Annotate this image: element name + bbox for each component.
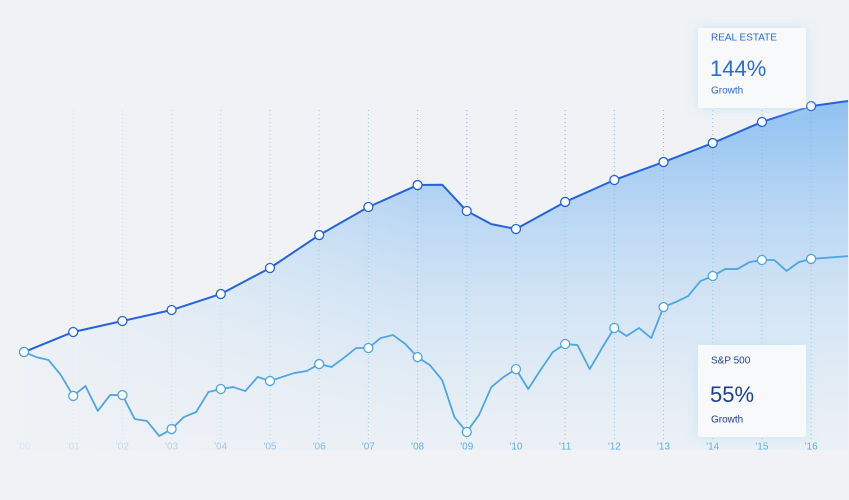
point: [68, 326, 79, 338]
point: [412, 179, 423, 191]
point: [805, 100, 817, 112]
point: [215, 383, 226, 395]
point: [559, 338, 571, 350]
point: [166, 423, 177, 435]
point: [707, 137, 718, 149]
callout-label: S&P 500: [711, 356, 751, 367]
point: [510, 223, 522, 235]
callout-caption: Growth: [711, 415, 743, 426]
point: [707, 270, 718, 282]
point: [756, 116, 768, 128]
point: [658, 301, 669, 313]
point: [215, 288, 226, 300]
point: [461, 426, 472, 438]
point: [117, 315, 128, 327]
point: [756, 254, 768, 266]
point: [363, 201, 374, 213]
point: [609, 174, 620, 186]
point: [117, 389, 128, 401]
point: [68, 390, 79, 402]
point: [461, 205, 472, 217]
point: [510, 363, 522, 375]
callout-value: 55%: [710, 382, 754, 407]
point: [559, 196, 571, 208]
callout-caption: Growth: [711, 86, 743, 97]
callout-value: 144%: [710, 56, 766, 81]
point: [658, 156, 669, 168]
point: [363, 342, 374, 354]
series-line: [23, 255, 849, 437]
callout-label: REAL ESTATE: [711, 33, 777, 44]
callout-box: [698, 28, 806, 108]
point: [314, 229, 325, 241]
point: [166, 304, 177, 316]
series-line: [23, 100, 849, 353]
point: [412, 351, 423, 363]
area-fade: [0, 100, 420, 460]
point: [264, 375, 276, 387]
point: [609, 322, 620, 334]
callout-box: [698, 345, 806, 437]
point: [18, 346, 30, 358]
point: [805, 253, 817, 265]
point: [314, 358, 325, 370]
point: [264, 262, 276, 274]
